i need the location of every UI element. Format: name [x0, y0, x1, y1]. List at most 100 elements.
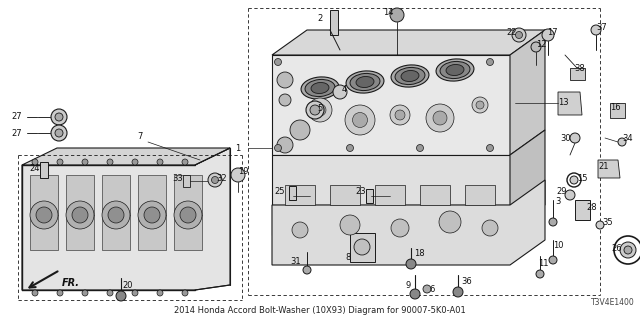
Polygon shape: [350, 233, 375, 262]
Ellipse shape: [346, 71, 384, 93]
Text: FR.: FR.: [62, 278, 80, 288]
Bar: [575, 200, 590, 220]
Circle shape: [333, 85, 347, 99]
Text: 2014 Honda Accord Bolt-Washer (10X93) Diagram for 90007-5K0-A01: 2014 Honda Accord Bolt-Washer (10X93) Di…: [174, 306, 466, 315]
Ellipse shape: [356, 76, 374, 88]
Polygon shape: [272, 205, 510, 235]
Circle shape: [565, 190, 575, 200]
Polygon shape: [30, 175, 58, 250]
Text: 35: 35: [603, 218, 613, 227]
Polygon shape: [272, 55, 510, 155]
Circle shape: [453, 287, 463, 297]
Ellipse shape: [350, 73, 380, 91]
Text: 24: 24: [29, 164, 40, 172]
Circle shape: [36, 207, 52, 223]
Circle shape: [486, 145, 493, 151]
Circle shape: [354, 239, 370, 255]
Text: 34: 34: [623, 133, 634, 142]
Circle shape: [542, 29, 554, 41]
Circle shape: [345, 105, 375, 135]
Text: 31: 31: [291, 258, 301, 267]
Text: 30: 30: [561, 133, 572, 142]
Circle shape: [279, 94, 291, 106]
Bar: [375, 185, 405, 205]
Circle shape: [346, 145, 353, 151]
Text: 27: 27: [12, 129, 22, 138]
Text: T3V4E1400: T3V4E1400: [591, 298, 635, 307]
Text: 6: 6: [429, 285, 435, 294]
Text: 11: 11: [538, 259, 548, 268]
Circle shape: [476, 101, 484, 109]
Circle shape: [174, 201, 202, 229]
Circle shape: [157, 159, 163, 165]
Ellipse shape: [301, 77, 339, 99]
Circle shape: [290, 120, 310, 140]
Text: 32: 32: [217, 173, 227, 182]
Text: 12: 12: [536, 39, 547, 49]
Circle shape: [182, 159, 188, 165]
Circle shape: [515, 31, 522, 38]
Ellipse shape: [311, 83, 329, 93]
Circle shape: [57, 290, 63, 296]
Bar: [285, 185, 315, 205]
Text: 2: 2: [317, 13, 323, 22]
Ellipse shape: [395, 68, 425, 84]
Polygon shape: [510, 130, 545, 205]
Circle shape: [102, 201, 130, 229]
Circle shape: [51, 109, 67, 125]
Circle shape: [395, 110, 405, 120]
Text: 28: 28: [587, 203, 597, 212]
Text: 7: 7: [138, 132, 143, 140]
Ellipse shape: [391, 65, 429, 87]
Text: 37: 37: [596, 22, 607, 31]
Circle shape: [32, 290, 38, 296]
Circle shape: [82, 290, 88, 296]
Text: 10: 10: [553, 241, 563, 250]
Ellipse shape: [305, 79, 335, 97]
Circle shape: [57, 159, 63, 165]
Circle shape: [30, 201, 58, 229]
Circle shape: [277, 137, 293, 153]
Circle shape: [433, 111, 447, 125]
Circle shape: [107, 290, 113, 296]
Polygon shape: [102, 175, 130, 250]
Circle shape: [531, 42, 541, 52]
Circle shape: [549, 256, 557, 264]
Text: 29: 29: [557, 187, 567, 196]
Circle shape: [596, 221, 604, 229]
Polygon shape: [558, 92, 582, 115]
Circle shape: [512, 28, 526, 42]
Circle shape: [426, 104, 454, 132]
Text: 13: 13: [557, 98, 568, 107]
Text: 17: 17: [547, 28, 557, 36]
Circle shape: [390, 8, 404, 22]
Polygon shape: [610, 103, 625, 118]
Polygon shape: [138, 175, 166, 250]
Text: 8: 8: [346, 253, 351, 262]
Circle shape: [482, 220, 498, 236]
Circle shape: [314, 104, 326, 116]
Circle shape: [618, 138, 626, 146]
Circle shape: [55, 113, 63, 121]
Ellipse shape: [440, 61, 470, 79]
Circle shape: [406, 259, 416, 269]
Bar: [330, 185, 360, 205]
Circle shape: [570, 176, 578, 184]
Circle shape: [138, 201, 166, 229]
Circle shape: [310, 105, 320, 115]
Text: 38: 38: [575, 63, 586, 73]
Circle shape: [116, 291, 126, 301]
Text: 14: 14: [383, 7, 393, 17]
Circle shape: [486, 59, 493, 66]
Circle shape: [275, 145, 282, 151]
Bar: [366, 189, 373, 203]
Circle shape: [211, 177, 218, 183]
Circle shape: [423, 285, 431, 293]
Circle shape: [144, 207, 160, 223]
Text: 20: 20: [123, 281, 133, 290]
Circle shape: [353, 113, 367, 127]
Bar: [183, 175, 190, 187]
Circle shape: [157, 290, 163, 296]
Text: 16: 16: [610, 102, 620, 111]
Circle shape: [66, 201, 94, 229]
